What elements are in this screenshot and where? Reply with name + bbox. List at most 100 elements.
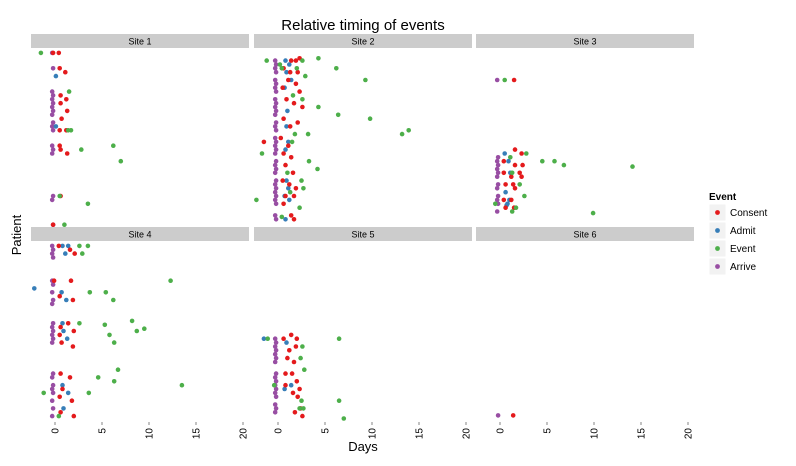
data-point-event	[334, 66, 339, 71]
data-point-consent	[295, 69, 301, 75]
data-point-consent	[288, 155, 294, 160]
data-point-consent	[281, 116, 286, 121]
data-point-consent	[509, 197, 514, 203]
data-point-arrive	[272, 375, 278, 380]
data-point-admit	[60, 382, 65, 388]
data-point-arrive	[273, 371, 279, 376]
data-point-admit	[59, 290, 64, 295]
data-point-event	[95, 375, 101, 380]
data-point-arrive	[49, 301, 55, 307]
data-point-consent	[501, 170, 507, 176]
data-point-event	[142, 326, 147, 332]
data-point-consent	[294, 379, 300, 384]
data-point-event	[630, 164, 635, 169]
data-point-event	[56, 413, 62, 419]
data-point-arrive	[49, 104, 55, 110]
data-point-arrive	[273, 81, 279, 87]
data-point-event	[254, 197, 259, 203]
data-point-event	[179, 382, 185, 388]
legend-marker	[715, 264, 720, 269]
data-point-event	[301, 406, 306, 411]
data-point-arrive	[49, 413, 55, 419]
data-point-event	[168, 278, 173, 284]
data-point-event	[80, 251, 85, 256]
facet-panel: Site 4 0 5 10 15 20	[31, 227, 250, 439]
data-point-arrive	[50, 100, 56, 106]
data-point-event	[279, 66, 285, 71]
data-point-admit	[53, 124, 59, 129]
x-tick-label: 0	[274, 428, 285, 434]
data-point-event	[77, 243, 82, 249]
data-point-arrive	[272, 170, 278, 176]
y-axis-label: Patient	[9, 214, 24, 255]
facet-strip	[254, 227, 472, 241]
data-point-consent	[60, 386, 65, 392]
data-point-event	[38, 50, 44, 56]
data-point-consent	[503, 205, 508, 210]
data-point-arrive	[49, 197, 55, 203]
data-point-arrive	[50, 255, 56, 260]
data-point-consent	[283, 382, 288, 388]
data-point-arrive	[272, 97, 278, 102]
data-point-arrive	[272, 336, 278, 342]
data-point-event	[259, 151, 265, 156]
data-point-arrive	[494, 77, 500, 83]
data-point-admit	[65, 243, 71, 249]
x-tick-label: 20	[684, 428, 695, 440]
data-point-arrive	[272, 124, 278, 129]
data-point-arrive	[50, 247, 56, 252]
data-point-arrive	[272, 351, 278, 357]
data-point-admit	[65, 390, 71, 396]
data-point-consent	[281, 336, 286, 342]
data-point-consent	[283, 162, 288, 168]
data-point-admit	[286, 139, 291, 145]
data-point-event	[271, 382, 277, 388]
data-point-arrive	[272, 112, 278, 118]
data-point-arrive	[272, 359, 278, 365]
legend-marker	[715, 246, 720, 251]
facet-strip-label: Site 4	[128, 230, 151, 240]
data-point-admit	[61, 328, 66, 334]
data-point-arrive	[50, 193, 56, 199]
data-point-arrive	[49, 375, 55, 380]
facet-strip-label: Site 2	[351, 37, 374, 47]
facet-strip	[31, 227, 249, 241]
data-point-arrive	[273, 355, 279, 361]
data-point-admit	[60, 243, 65, 249]
data-point-consent	[511, 77, 517, 83]
data-point-arrive	[49, 143, 55, 148]
data-point-event	[77, 321, 82, 326]
data-point-arrive	[273, 193, 279, 199]
data-point-admit	[283, 58, 288, 63]
data-point-consent	[287, 182, 292, 187]
data-point-event	[264, 58, 270, 63]
data-point-arrive	[272, 197, 278, 203]
data-point-consent	[287, 124, 293, 129]
facet-strip-label: Site 1	[128, 37, 151, 47]
data-point-arrive	[273, 394, 279, 400]
data-point-consent	[58, 410, 63, 415]
data-point-event	[552, 158, 557, 164]
data-point-arrive	[273, 379, 279, 384]
data-point-consent	[57, 143, 62, 148]
legend-marker	[715, 228, 720, 233]
data-point-event	[509, 209, 515, 214]
data-point-event	[118, 158, 124, 164]
data-point-event	[336, 336, 342, 342]
data-point-arrive	[50, 328, 56, 334]
data-point-event	[367, 116, 373, 121]
data-point-arrive	[49, 386, 55, 392]
facet-strip	[476, 227, 694, 241]
facet-strip	[31, 34, 249, 48]
data-point-arrive	[273, 139, 279, 145]
data-point-event	[540, 158, 545, 164]
x-tick-label: 10	[145, 428, 156, 440]
data-point-admit	[284, 69, 289, 75]
data-point-consent	[70, 297, 76, 303]
data-point-arrive	[494, 197, 500, 203]
legend-label: Event	[730, 244, 756, 255]
data-point-event	[302, 367, 307, 373]
data-point-arrive	[49, 332, 55, 338]
data-point-admit	[283, 147, 288, 152]
data-point-event	[341, 416, 347, 421]
